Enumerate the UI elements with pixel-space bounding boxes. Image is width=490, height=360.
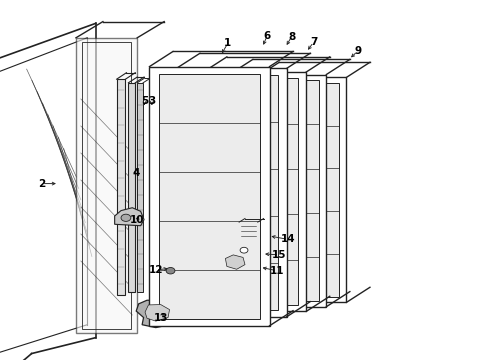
Circle shape <box>121 214 131 221</box>
Polygon shape <box>176 68 287 317</box>
Polygon shape <box>212 78 298 305</box>
Polygon shape <box>225 255 245 269</box>
Text: 7: 7 <box>310 37 318 47</box>
Text: 15: 15 <box>272 250 287 260</box>
Polygon shape <box>159 74 260 319</box>
Text: 4: 4 <box>132 168 140 178</box>
Polygon shape <box>263 83 339 297</box>
Text: 12: 12 <box>148 265 163 275</box>
Text: 1: 1 <box>224 38 231 48</box>
Polygon shape <box>76 38 137 333</box>
Text: 11: 11 <box>270 266 284 276</box>
Polygon shape <box>137 83 143 292</box>
Text: 14: 14 <box>281 234 295 244</box>
Polygon shape <box>234 243 254 257</box>
Circle shape <box>161 264 180 278</box>
Text: 10: 10 <box>130 215 145 225</box>
Polygon shape <box>239 222 258 239</box>
Polygon shape <box>117 79 125 295</box>
Polygon shape <box>237 80 318 301</box>
Polygon shape <box>149 67 270 326</box>
Polygon shape <box>185 75 278 310</box>
Polygon shape <box>256 77 346 302</box>
Circle shape <box>166 267 175 274</box>
Text: 8: 8 <box>288 32 295 42</box>
Polygon shape <box>220 249 253 274</box>
Text: 13: 13 <box>153 312 168 323</box>
Text: 5: 5 <box>141 96 148 106</box>
Polygon shape <box>229 75 326 307</box>
Text: 9: 9 <box>354 46 361 56</box>
Polygon shape <box>115 208 144 226</box>
Text: 3: 3 <box>148 96 155 106</box>
Polygon shape <box>203 72 306 311</box>
Text: 2: 2 <box>38 179 45 189</box>
Circle shape <box>240 247 248 253</box>
Text: 6: 6 <box>264 31 270 41</box>
Polygon shape <box>128 83 135 292</box>
Polygon shape <box>145 305 170 321</box>
Polygon shape <box>136 300 181 328</box>
